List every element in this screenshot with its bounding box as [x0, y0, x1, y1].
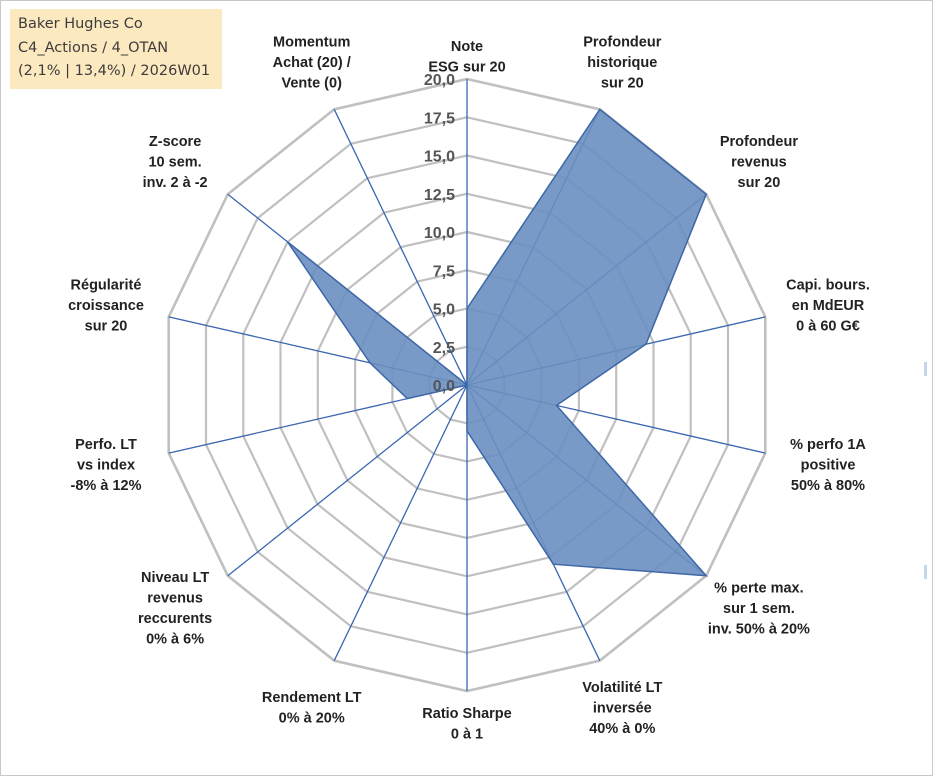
axis-label-6-line-2: 40% à 0%: [589, 721, 655, 737]
axis-label-5-line-2: inv. 50% à 20%: [708, 622, 810, 638]
spoke-8: [333, 384, 468, 661]
axis-label-9: Niveau LT revenus reccurents 0% à 6%: [138, 570, 212, 648]
performance-period: (2,1% | 13,4%) / 2026W01: [18, 63, 211, 79]
axis-label-2: Profondeur revenus sur 20: [720, 134, 798, 191]
axis-label-7: Ratio Sharpe 0 à 1: [422, 706, 511, 743]
axis-label-3-line-0: Capi. bours.: [786, 278, 870, 294]
portfolio-category: C4_Actions / 4_OTAN: [18, 39, 169, 56]
axis-label-4-line-2: 50% à 80%: [791, 478, 865, 494]
tick-label-1: 2,5: [433, 340, 455, 357]
tick-label-8: 20,0: [424, 72, 455, 89]
axis-label-13-line-1: Achat (20) /: [273, 55, 351, 71]
axis-label-6-line-0: Volatilité LT: [582, 680, 662, 696]
tick-label-6: 15,0: [424, 149, 455, 166]
axis-label-0: Note ESG sur 20: [428, 39, 505, 76]
axis-label-10-line-0: Perfo. LT: [75, 437, 137, 453]
axis-label-1-line-2: sur 20: [601, 76, 644, 92]
axis-label-2-line-0: Profondeur: [720, 134, 798, 150]
axis-label-5-line-0: % perte max.: [714, 581, 803, 597]
axis-label-12-line-2: inv. 2 à -2: [143, 175, 208, 191]
axis-label-9-line-2: reccurents: [138, 611, 212, 627]
tick-label-7: 17,5: [424, 110, 455, 127]
axis-label-10-line-2: -8% à 12%: [71, 478, 142, 494]
axis-label-12: Z-score 10 sem. inv. 2 à -2: [143, 134, 208, 191]
axis-label-5: % perte max. sur 1 sem. inv. 50% à 20%: [708, 581, 810, 638]
axis-label-6-line-1: inversée: [593, 700, 652, 716]
axis-label-3-line-2: 0 à 60 G€: [796, 319, 860, 335]
spoke-13: [333, 109, 468, 386]
axis-label-6: Volatilité LT inversée 40% à 0%: [582, 680, 662, 737]
axis-label-11-line-0: Régularité: [71, 278, 142, 294]
tick-label-5: 12,5: [424, 187, 455, 204]
axis-label-8-line-1: 0% à 20%: [279, 711, 345, 727]
axis-label-3-line-1: en MdEUR: [792, 298, 865, 314]
company-name: Baker Hughes Co: [18, 16, 143, 32]
axis-label-9-line-3: 0% à 6%: [146, 632, 204, 648]
axis-label-11-line-2: sur 20: [85, 319, 128, 335]
axis-label-8: Rendement LT 0% à 20%: [262, 690, 362, 727]
axis-label-13: Momentum Achat (20) / Vente (0): [273, 35, 351, 92]
axis-label-13-line-2: Vente (0): [281, 76, 342, 92]
axis-label-1-line-0: Profondeur: [583, 35, 661, 51]
axis-label-13-line-0: Momentum: [273, 35, 350, 51]
tick-label-0: 0,0: [433, 378, 455, 395]
axis-label-3: Capi. bours. en MdEUR 0 à 60 G€: [786, 278, 870, 335]
axis-label-2-line-1: revenus: [731, 155, 787, 171]
tick-label-2: 5,0: [433, 302, 455, 319]
axis-label-9-line-0: Niveau LT: [141, 570, 209, 586]
axis-label-9-line-1: revenus: [147, 591, 203, 607]
scroll-indicator: [924, 362, 927, 376]
spoke-9: [227, 384, 468, 577]
series-area-0: [286, 108, 708, 577]
axis-label-5-line-1: sur 1 sem.: [723, 601, 795, 617]
axis-label-7-line-1: 0 à 1: [451, 727, 483, 743]
axis-label-1: Profondeur historique sur 20: [583, 35, 661, 92]
axis-label-10: Perfo. LT vs index -8% à 12%: [71, 437, 142, 494]
radar-tick-labels: 0,0 2,5 5,0 7,5 10,0 12,5 15,0 17,5 20,0: [424, 72, 455, 395]
stock-info-box: Baker Hughes Co C4_Actions / 4_OTAN (2,1…: [10, 9, 222, 89]
radar-series: [286, 108, 708, 577]
tick-label-3: 7,5: [433, 263, 455, 280]
axis-label-4-line-1: positive: [801, 457, 856, 473]
axis-label-11: Régularité croissance sur 20: [68, 278, 144, 335]
axis-label-0-line-0: Note: [451, 39, 483, 55]
radar-axis-labels: Note ESG sur 20 Profondeur historique sur 20…: [68, 35, 870, 743]
axis-label-2-line-2: sur 20: [738, 175, 781, 191]
axis-label-4: % perfo 1A positive 50% à 80%: [790, 437, 866, 494]
tick-label-4: 10,0: [424, 225, 455, 242]
axis-label-12-line-1: 10 sem.: [148, 155, 201, 171]
axis-label-10-line-1: vs index: [77, 457, 135, 473]
axis-label-1-line-1: historique: [587, 55, 657, 71]
axis-label-0-line-1: ESG sur 20: [428, 60, 505, 76]
scroll-indicator-lower: [924, 565, 927, 579]
axis-label-11-line-1: croissance: [68, 298, 144, 314]
axis-label-12-line-0: Z-score: [149, 134, 201, 150]
axis-label-7-line-0: Ratio Sharpe: [422, 706, 511, 722]
axis-label-4-line-0: % perfo 1A: [790, 437, 866, 453]
axis-label-8-line-0: Rendement LT: [262, 690, 362, 706]
